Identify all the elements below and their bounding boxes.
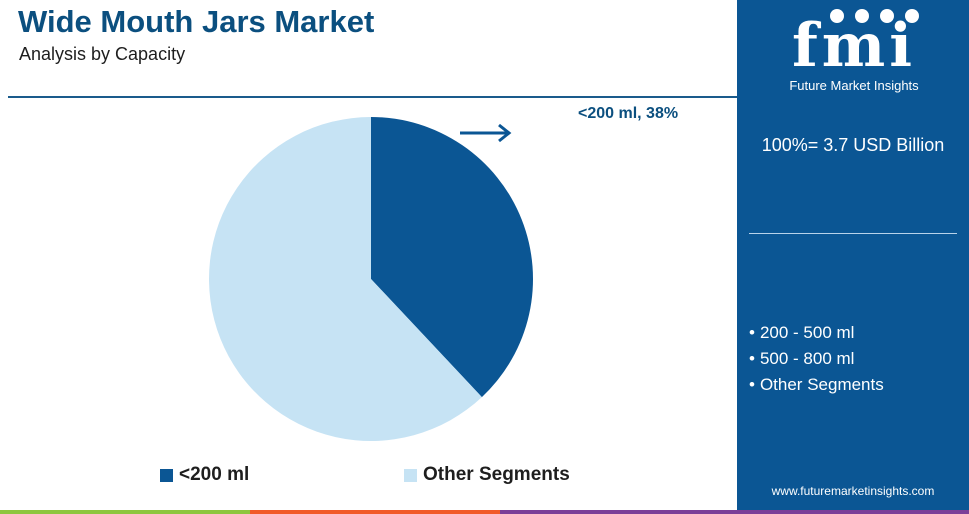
- panel-divider: [749, 233, 957, 234]
- pie-slices: [209, 117, 534, 441]
- logo-caption: Future Market Insights: [789, 78, 919, 93]
- other-segments-list: 200 - 500 ml 500 - 800 ml Other Segments: [749, 320, 884, 398]
- pie-slice-0: [371, 117, 534, 398]
- footer-color-bar: [0, 510, 969, 514]
- footer-segment-orange: [250, 510, 500, 514]
- legend-label: <200 ml: [179, 464, 250, 485]
- legend-swatch: [404, 468, 417, 482]
- list-item: 500 - 800 ml: [749, 346, 884, 372]
- fmi-logo: fmi Future Market Insights: [769, 6, 939, 96]
- list-item: Other Segments: [749, 372, 884, 398]
- legend-item-other-segments: Other Segments: [404, 464, 570, 486]
- pie-slice-1: [209, 117, 482, 441]
- callout-arrow: [460, 123, 512, 143]
- logo-icons: [830, 9, 919, 23]
- info-side-panel: fmi Future Market Insights 100%= 3.7 USD…: [737, 0, 969, 510]
- footer-segment-green: [0, 510, 250, 514]
- pie-chart: [209, 117, 534, 441]
- list-item: 200 - 500 ml: [749, 320, 884, 346]
- footer-segment-purple: [500, 510, 969, 514]
- legend-swatch: [160, 468, 173, 482]
- legend-item-under-200ml: <200 ml: [160, 464, 249, 486]
- chart-subtitle: Analysis by Capacity: [19, 44, 186, 64]
- header-divider: [8, 96, 738, 98]
- market-total-value: 100%= 3.7 USD Billion: [761, 135, 945, 155]
- website-link[interactable]: www.futuremarketinsights.com: [771, 484, 935, 498]
- logo-text: fmi: [791, 11, 917, 81]
- chart-title: Wide Mouth Jars Market: [18, 4, 375, 39]
- legend-label: Other Segments: [423, 464, 570, 485]
- pie-callout-label: <200 ml, 38%: [578, 105, 679, 122]
